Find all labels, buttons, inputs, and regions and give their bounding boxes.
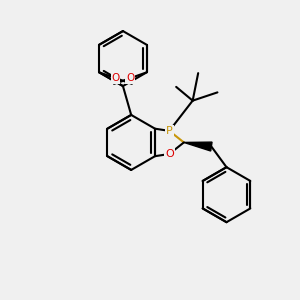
Polygon shape [184,142,212,151]
Text: O: O [111,73,120,83]
Text: P: P [166,126,173,136]
Text: O: O [126,73,134,83]
Text: O: O [165,149,174,159]
